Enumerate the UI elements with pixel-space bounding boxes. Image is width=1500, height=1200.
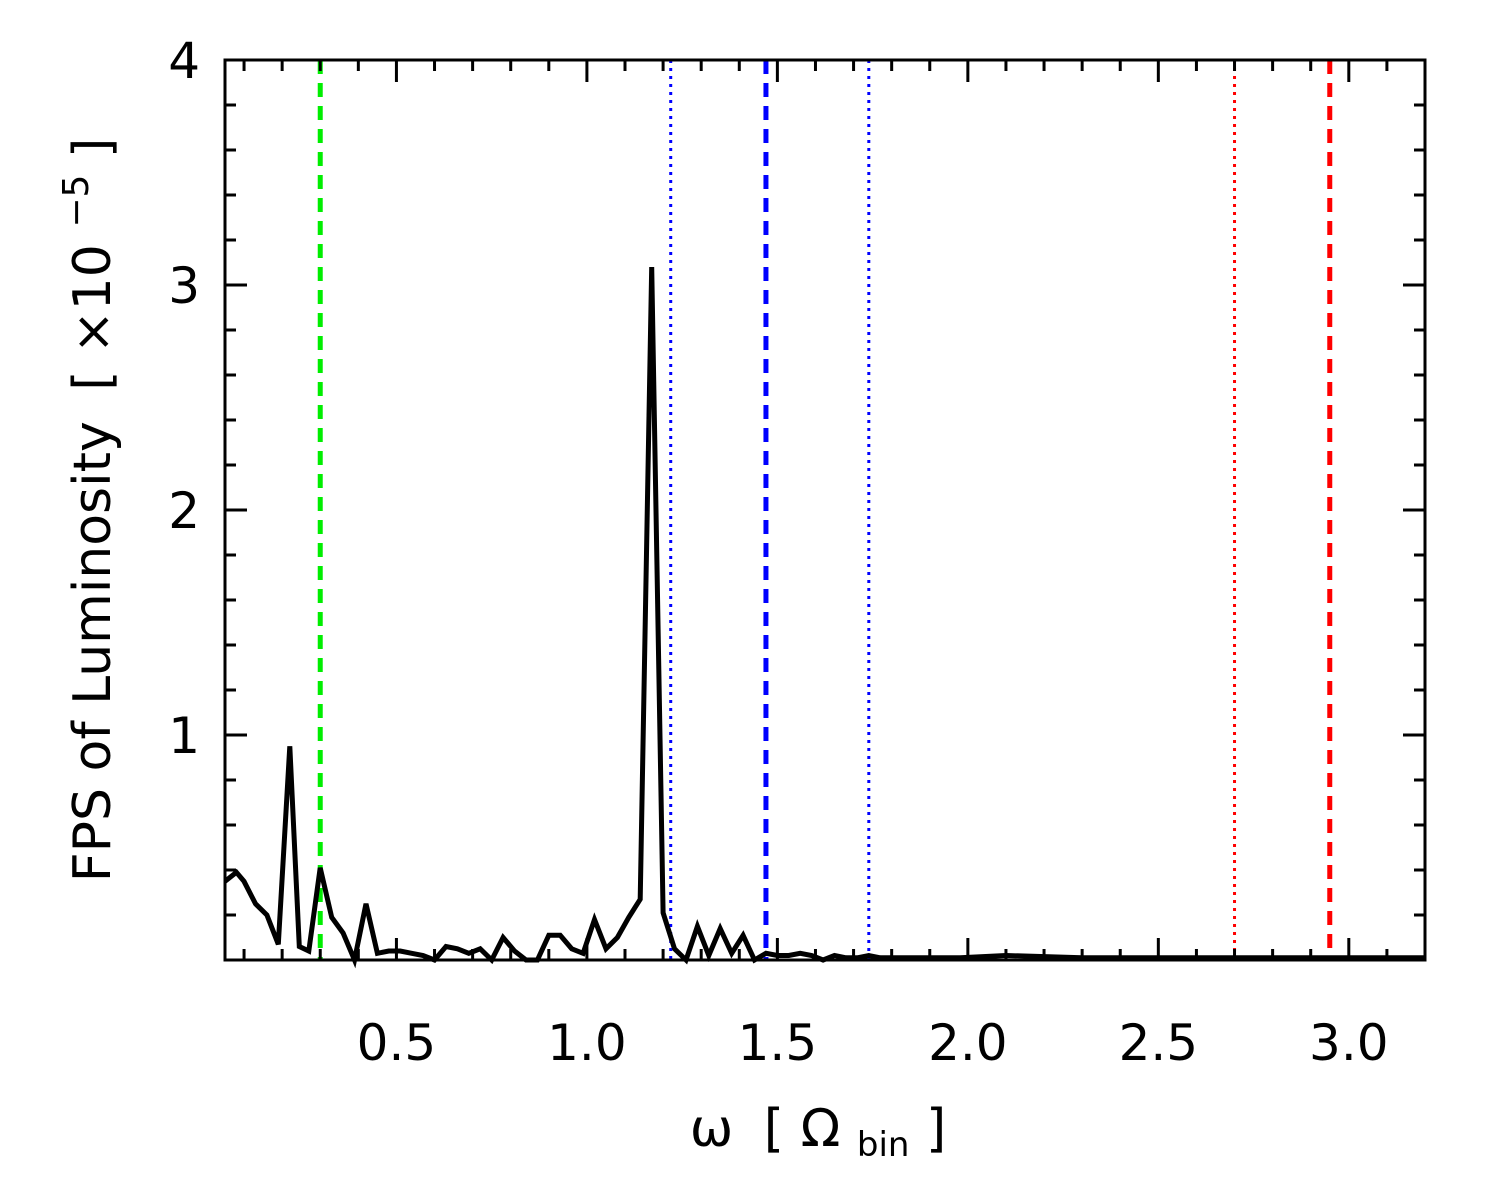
y-tick-label: 3: [168, 257, 200, 315]
y-tick-label: 1: [168, 707, 200, 765]
y-axis-exponent: −5: [56, 175, 97, 228]
y-tick-label: 4: [168, 32, 200, 90]
y-tick-label: 2: [168, 482, 200, 540]
x-axis-open-bracket: [: [764, 1099, 784, 1159]
plot-frame: [223, 58, 1427, 962]
x-axis-unit: Ω: [801, 1099, 841, 1159]
y-axis-label-text: FPS of Luminosity: [63, 421, 123, 882]
x-axis-unit-subscript: bin: [857, 1125, 910, 1165]
x-tick-label: 2.5: [1119, 1014, 1199, 1072]
x-tick-label: 3.0: [1309, 1014, 1389, 1072]
x-tick-label: 0.5: [357, 1014, 437, 1072]
x-tick-label: 1.0: [547, 1014, 627, 1072]
x-axis-symbol: ω: [690, 1099, 734, 1159]
series-layer: [223, 266, 1425, 969]
y-axis-multiplier: ×10: [63, 244, 123, 354]
x-axis-close-bracket: ]: [926, 1099, 946, 1159]
x-tick-label: 1.5: [738, 1014, 818, 1072]
axes: 0.5 1.0 1.5 2.0 2.5 3.0 1 2 3 4: [168, 32, 1427, 1072]
reference-lines: [317, 60, 1427, 960]
y-axis-open-bracket: [: [63, 370, 123, 390]
y-axis-title: FPS of Luminosity [ ×10 −5 ]: [41, 138, 123, 883]
y-axis-close-bracket: ]: [63, 138, 123, 158]
x-axis-title: ω [ Ω bin ]: [690, 1099, 947, 1169]
x-tick-label: 2.0: [928, 1014, 1008, 1072]
series-line-1: [223, 266, 1425, 969]
